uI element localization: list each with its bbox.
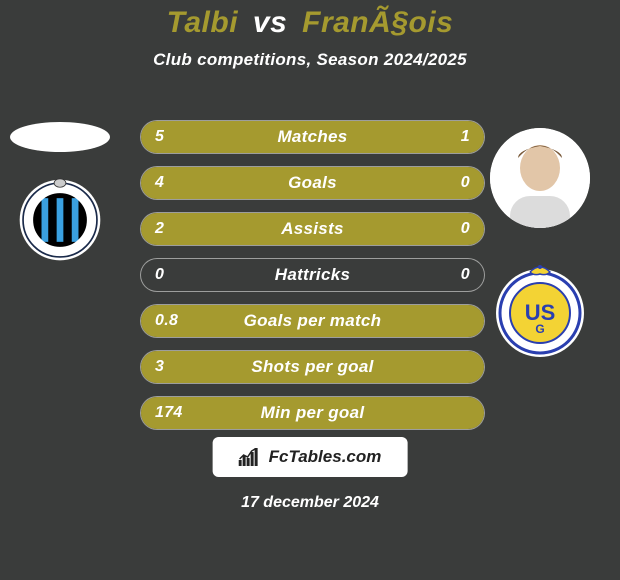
stat-bars: 51Matches 40Goals 20Assists 00Hattricks 0.8G… xyxy=(140,120,485,442)
player1-name: Talbi xyxy=(167,6,238,39)
stat-label: Goals per match xyxy=(141,305,484,337)
vs-word: vs xyxy=(253,6,287,39)
stat-label: Hattricks xyxy=(141,259,484,291)
stat-row: 3Shots per goal xyxy=(140,350,485,384)
svg-text:G: G xyxy=(535,322,544,336)
stat-row: 20Assists xyxy=(140,212,485,246)
stat-row: 51Matches xyxy=(140,120,485,154)
player1-avatar xyxy=(10,122,110,152)
page-title: Talbi vs FranÃ§ois xyxy=(0,6,620,40)
date-text: 17 december 2024 xyxy=(0,494,620,512)
stat-row: 40Goals xyxy=(140,166,485,200)
stat-label: Shots per goal xyxy=(141,351,484,383)
subtitle: Club competitions, Season 2024/2025 xyxy=(0,50,620,70)
brand-text: FcTables.com xyxy=(269,447,382,467)
stat-label: Assists xyxy=(141,213,484,245)
club-brugge-icon xyxy=(18,178,102,262)
player2-name: FranÃ§ois xyxy=(302,6,453,39)
stat-label: Goals xyxy=(141,167,484,199)
union-sg-icon: US G xyxy=(490,260,590,360)
stat-row: 0.8Goals per match xyxy=(140,304,485,338)
avatar-placeholder-icon xyxy=(490,128,590,228)
stat-label: Matches xyxy=(141,121,484,153)
fctables-icon xyxy=(239,448,261,466)
comparison-card: Talbi vs FranÃ§ois Club competitions, Se… xyxy=(0,0,620,580)
stat-row: 00Hattricks xyxy=(140,258,485,292)
player2-avatar xyxy=(490,128,590,228)
stat-row: 174Min per goal xyxy=(140,396,485,430)
club-left-logo xyxy=(18,178,102,262)
brand-badge: FcTables.com xyxy=(213,437,408,477)
stat-label: Min per goal xyxy=(141,397,484,429)
club-right-logo: US G xyxy=(490,260,590,360)
